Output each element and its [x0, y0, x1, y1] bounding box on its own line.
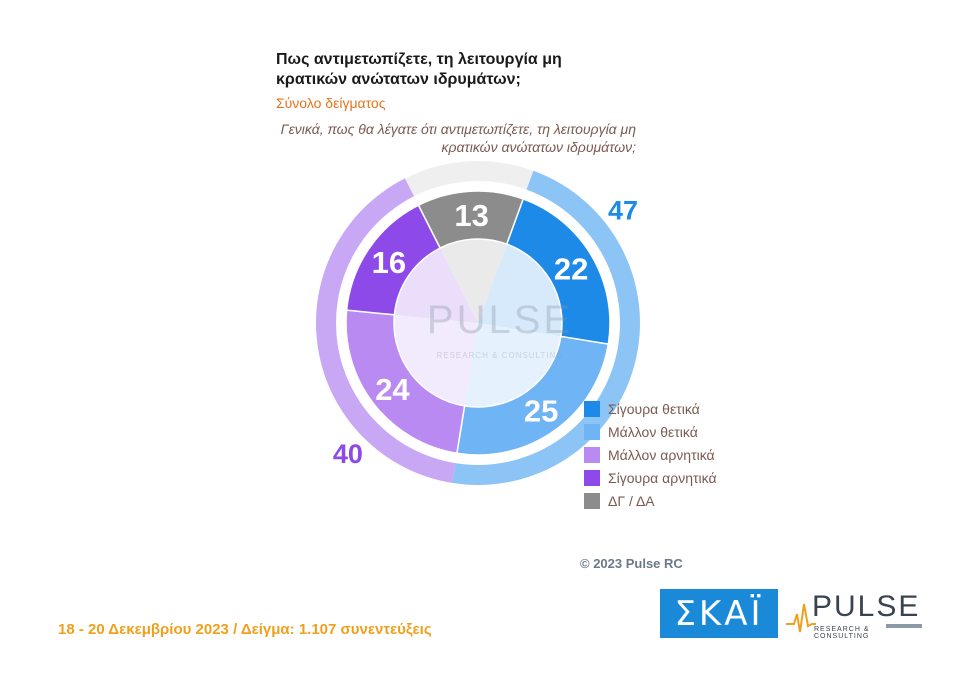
- skai-logo: ΣΚΑΪ: [660, 589, 778, 638]
- legend-label: Μάλλον αρνητικά: [608, 446, 715, 463]
- group-total-label: 47: [608, 196, 638, 226]
- survey-footer: 18 - 20 Δεκεμβρίου 2023 / Δείγμα: 1.107 …: [58, 621, 432, 638]
- legend-label: Σίγουρα αρνητικά: [608, 469, 717, 486]
- segment-label: 13: [454, 198, 488, 233]
- pulse-logo-text: PULSE: [812, 590, 921, 623]
- legend-swatch: [584, 469, 600, 486]
- segments: [345, 190, 611, 456]
- legend-label: ΔΓ / ΔΑ: [608, 492, 655, 509]
- pulse-wave-icon: [786, 603, 816, 633]
- legend-swatch: [584, 423, 600, 440]
- legend-item: Μάλλον αρνητικά: [584, 443, 717, 466]
- segment-label: 22: [554, 251, 588, 286]
- group-total-label: 40: [333, 439, 363, 469]
- watermark: PULSE RESEARCH & CONSULTING: [427, 298, 573, 360]
- segment-labels: 22 25 24 16 13: [372, 198, 589, 428]
- segment-label: 16: [372, 245, 406, 280]
- legend-swatch: [584, 492, 600, 509]
- pulse-logo: PULSE RESEARCH & CONSULTING: [786, 590, 926, 640]
- legend: Σίγουρα θετικά Μάλλον θετικά Μάλλον αρνη…: [584, 397, 717, 512]
- legend-label: Σίγουρα θετικά: [608, 400, 700, 417]
- legend-label: Μάλλον θετικά: [608, 423, 698, 440]
- segment-label: 24: [375, 372, 410, 407]
- legend-swatch: [584, 446, 600, 463]
- legend-swatch: [584, 400, 600, 417]
- pulse-logo-bar: [886, 624, 922, 628]
- donut-segment: [417, 190, 525, 250]
- group-labels: 47 40: [333, 196, 638, 469]
- watermark-main: PULSE: [427, 298, 573, 342]
- outer-ring-dkna: [404, 160, 534, 197]
- chart-subtitle: Σύνολο δείγματος: [276, 95, 386, 111]
- copyright: © 2023 Pulse RC: [580, 556, 683, 571]
- chart-title: Πως αντιμετωπίζετε, τη λειτουργία μη κρα…: [276, 51, 562, 88]
- watermark-sub: RESEARCH & CONSULTING: [436, 351, 563, 360]
- survey-question: Γενικά, πως θα λέγατε ότι αντιμετωπίζετε…: [280, 121, 636, 155]
- legend-item: Σίγουρα αρνητικά: [584, 466, 717, 489]
- segment-label: 25: [524, 394, 558, 429]
- legend-item: Μάλλον θετικά: [584, 420, 717, 443]
- legend-item: ΔΓ / ΔΑ: [584, 489, 717, 512]
- pulse-logo-sub: RESEARCH & CONSULTING: [814, 626, 870, 640]
- legend-item: Σίγουρα θετικά: [584, 397, 717, 420]
- outer-ring-group: [316, 178, 456, 483]
